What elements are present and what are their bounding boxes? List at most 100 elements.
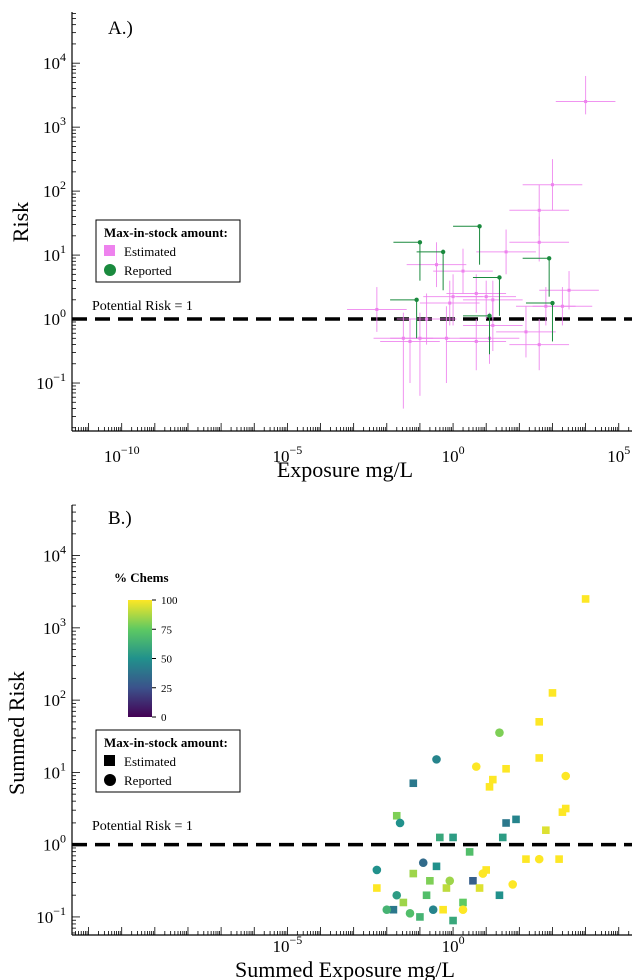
panel-b-legend-estimated: Estimated bbox=[124, 754, 176, 769]
summed-reported-marker-0 bbox=[495, 728, 504, 737]
summed-estimated-marker-23 bbox=[442, 884, 451, 892]
summed-estimated-marker-17 bbox=[555, 855, 563, 863]
panel-b-x-tick-label-1: 100 bbox=[442, 933, 465, 956]
panel-b-y-tick-label-0-exp: −1 bbox=[53, 904, 66, 918]
summed-reported-marker-6 bbox=[508, 880, 518, 889]
summed-estimated-marker-8 bbox=[558, 808, 567, 816]
panel-a-y-tick-label-3-base: 10 bbox=[43, 182, 60, 201]
panel-a-x-tick-label-2-exp: 0 bbox=[459, 443, 465, 457]
summed-estimated-marker-0 bbox=[581, 595, 590, 603]
summed-estimated-marker-20 bbox=[465, 848, 474, 856]
panel-a-y-tick-label-1: 100 bbox=[43, 306, 66, 329]
panel-a-y-tick-label-5: 104 bbox=[43, 50, 66, 73]
panel-a-x-tick-label-1-base: 10 bbox=[272, 447, 289, 466]
summed-estimated-marker-30 bbox=[422, 891, 431, 900]
summed-reported-marker-15 bbox=[478, 869, 488, 878]
estimated-point-20 bbox=[390, 312, 450, 396]
estimated-marker-10 bbox=[448, 301, 452, 305]
summed-estimated-marker-10 bbox=[409, 779, 418, 788]
panel-a-y-tick-label-2-exp: 1 bbox=[60, 242, 66, 256]
estimated-marker-12 bbox=[544, 304, 548, 308]
panel-b-y-tick-label-0: 10−1 bbox=[36, 904, 66, 927]
reported-marker-4 bbox=[546, 256, 552, 261]
estimated-point-21 bbox=[509, 319, 570, 371]
panel-b-reference-label: Potential Risk = 1 bbox=[92, 819, 193, 834]
panel-b-y-tick-label-2: 101 bbox=[43, 759, 66, 782]
summed-estimated-marker-32 bbox=[482, 866, 491, 874]
estimated-marker-23 bbox=[401, 336, 405, 340]
panel-a-x-tick-label-1: 10−5 bbox=[272, 443, 302, 466]
reported-point-4 bbox=[522, 256, 552, 297]
panel-a-y-tick-label-5-base: 10 bbox=[43, 54, 60, 73]
estimated-point-16 bbox=[496, 306, 556, 358]
colorbar-tick-label-1: 25 bbox=[161, 683, 173, 695]
panel-b-y-tick-label-4-base: 10 bbox=[43, 619, 60, 638]
panel-a-x-tick-label-0: 10−10 bbox=[104, 443, 140, 466]
colorbar-tick-label-0: 0 bbox=[161, 712, 167, 724]
summed-estimated-marker-2 bbox=[535, 718, 544, 726]
reported-point-5 bbox=[390, 297, 419, 339]
colorbar-tick-label-2: 50 bbox=[161, 654, 173, 666]
panel-a-y-tick-label-0-exp: −1 bbox=[53, 370, 66, 384]
panel-b-y-tick-label-2-base: 10 bbox=[43, 763, 60, 782]
estimated-marker-5 bbox=[434, 263, 438, 267]
summed-estimated-marker-16 bbox=[522, 855, 530, 863]
summed-reported-marker-11 bbox=[445, 876, 455, 886]
estimated-point-7 bbox=[446, 274, 507, 313]
summed-estimated-marker-1 bbox=[548, 689, 557, 697]
reported-point-0 bbox=[393, 240, 423, 281]
summed-reported-marker-7 bbox=[418, 858, 428, 868]
summed-estimated-marker-4 bbox=[502, 764, 510, 773]
panel-b-y-tick-label-1-exp: 0 bbox=[60, 832, 66, 846]
summed-estimated-marker-25 bbox=[416, 913, 424, 921]
estimated-point-4 bbox=[476, 229, 536, 275]
estimated-point-24 bbox=[423, 274, 483, 326]
reported-point-2 bbox=[416, 249, 446, 291]
panel-b-x-tick-label-1-base: 10 bbox=[442, 937, 459, 956]
summed-reported-marker-8 bbox=[372, 865, 382, 875]
estimated-point-25 bbox=[396, 293, 457, 345]
panel-b-x-tick-label-0-exp: −5 bbox=[289, 933, 302, 947]
panel-b-y-tick-label-2-exp: 1 bbox=[60, 759, 66, 773]
estimated-marker-0 bbox=[584, 100, 588, 104]
panel-a-y-tick-label-0-base: 10 bbox=[36, 374, 53, 393]
reported-point-6 bbox=[525, 300, 555, 342]
panel-a: A.) Exposure mg/L Risk Max-in-stock amou… bbox=[8, 12, 632, 482]
panel-b-legend-square-icon bbox=[104, 755, 115, 766]
estimated-point-10 bbox=[419, 280, 480, 326]
panel-a-y-axis-label: Risk bbox=[8, 202, 33, 242]
summed-reported-marker-13 bbox=[405, 909, 415, 918]
panel-a-legend-box bbox=[95, 219, 241, 283]
summed-reported-marker-3 bbox=[561, 771, 571, 781]
summed-estimated-marker-3 bbox=[535, 754, 544, 762]
panel-a-x-tick-label-3-base: 10 bbox=[607, 447, 624, 466]
reported-marker-7 bbox=[487, 313, 492, 319]
estimated-marker-25 bbox=[425, 317, 429, 321]
panel-b-legend: Max-in-stock amount: Estimated Reported bbox=[95, 729, 241, 793]
reported-marker-1 bbox=[477, 224, 482, 229]
panel-b-y-tick-label-3: 102 bbox=[43, 687, 66, 710]
panel-b-y-tick-label-4: 103 bbox=[43, 615, 66, 638]
panel-b-x-tick-label-0-base: 10 bbox=[272, 937, 289, 956]
summed-estimated-marker-19 bbox=[436, 833, 444, 842]
reported-marker-3 bbox=[497, 275, 502, 280]
estimated-marker-6 bbox=[461, 269, 465, 273]
estimated-point-3 bbox=[509, 216, 570, 262]
estimated-marker-15 bbox=[491, 323, 495, 327]
summed-estimated-marker-6 bbox=[485, 783, 494, 791]
panel-b-y-tick-label-3-base: 10 bbox=[43, 691, 60, 710]
summed-reported-marker-12 bbox=[458, 905, 468, 915]
panel-a-y-tick-label-1-exp: 0 bbox=[60, 306, 66, 320]
panel-b-x-tick-label-0: 10−5 bbox=[272, 933, 302, 956]
summed-estimated-marker-12 bbox=[502, 819, 510, 827]
summed-estimated-marker-29 bbox=[373, 884, 381, 892]
summed-estimated-marker-26 bbox=[439, 905, 447, 914]
estimated-marker-4 bbox=[504, 250, 508, 254]
panel-a-y-tick-label-2: 101 bbox=[43, 242, 66, 265]
summed-estimated-marker-5 bbox=[489, 775, 497, 784]
summed-estimated-marker-21 bbox=[409, 869, 418, 878]
panel-b-y-tick-label-1: 100 bbox=[43, 832, 66, 855]
panel-b-y-tick-label-1-base: 10 bbox=[43, 836, 60, 855]
summed-estimated-marker-9 bbox=[542, 826, 550, 835]
panel-b-legend-circle-icon bbox=[104, 774, 116, 786]
